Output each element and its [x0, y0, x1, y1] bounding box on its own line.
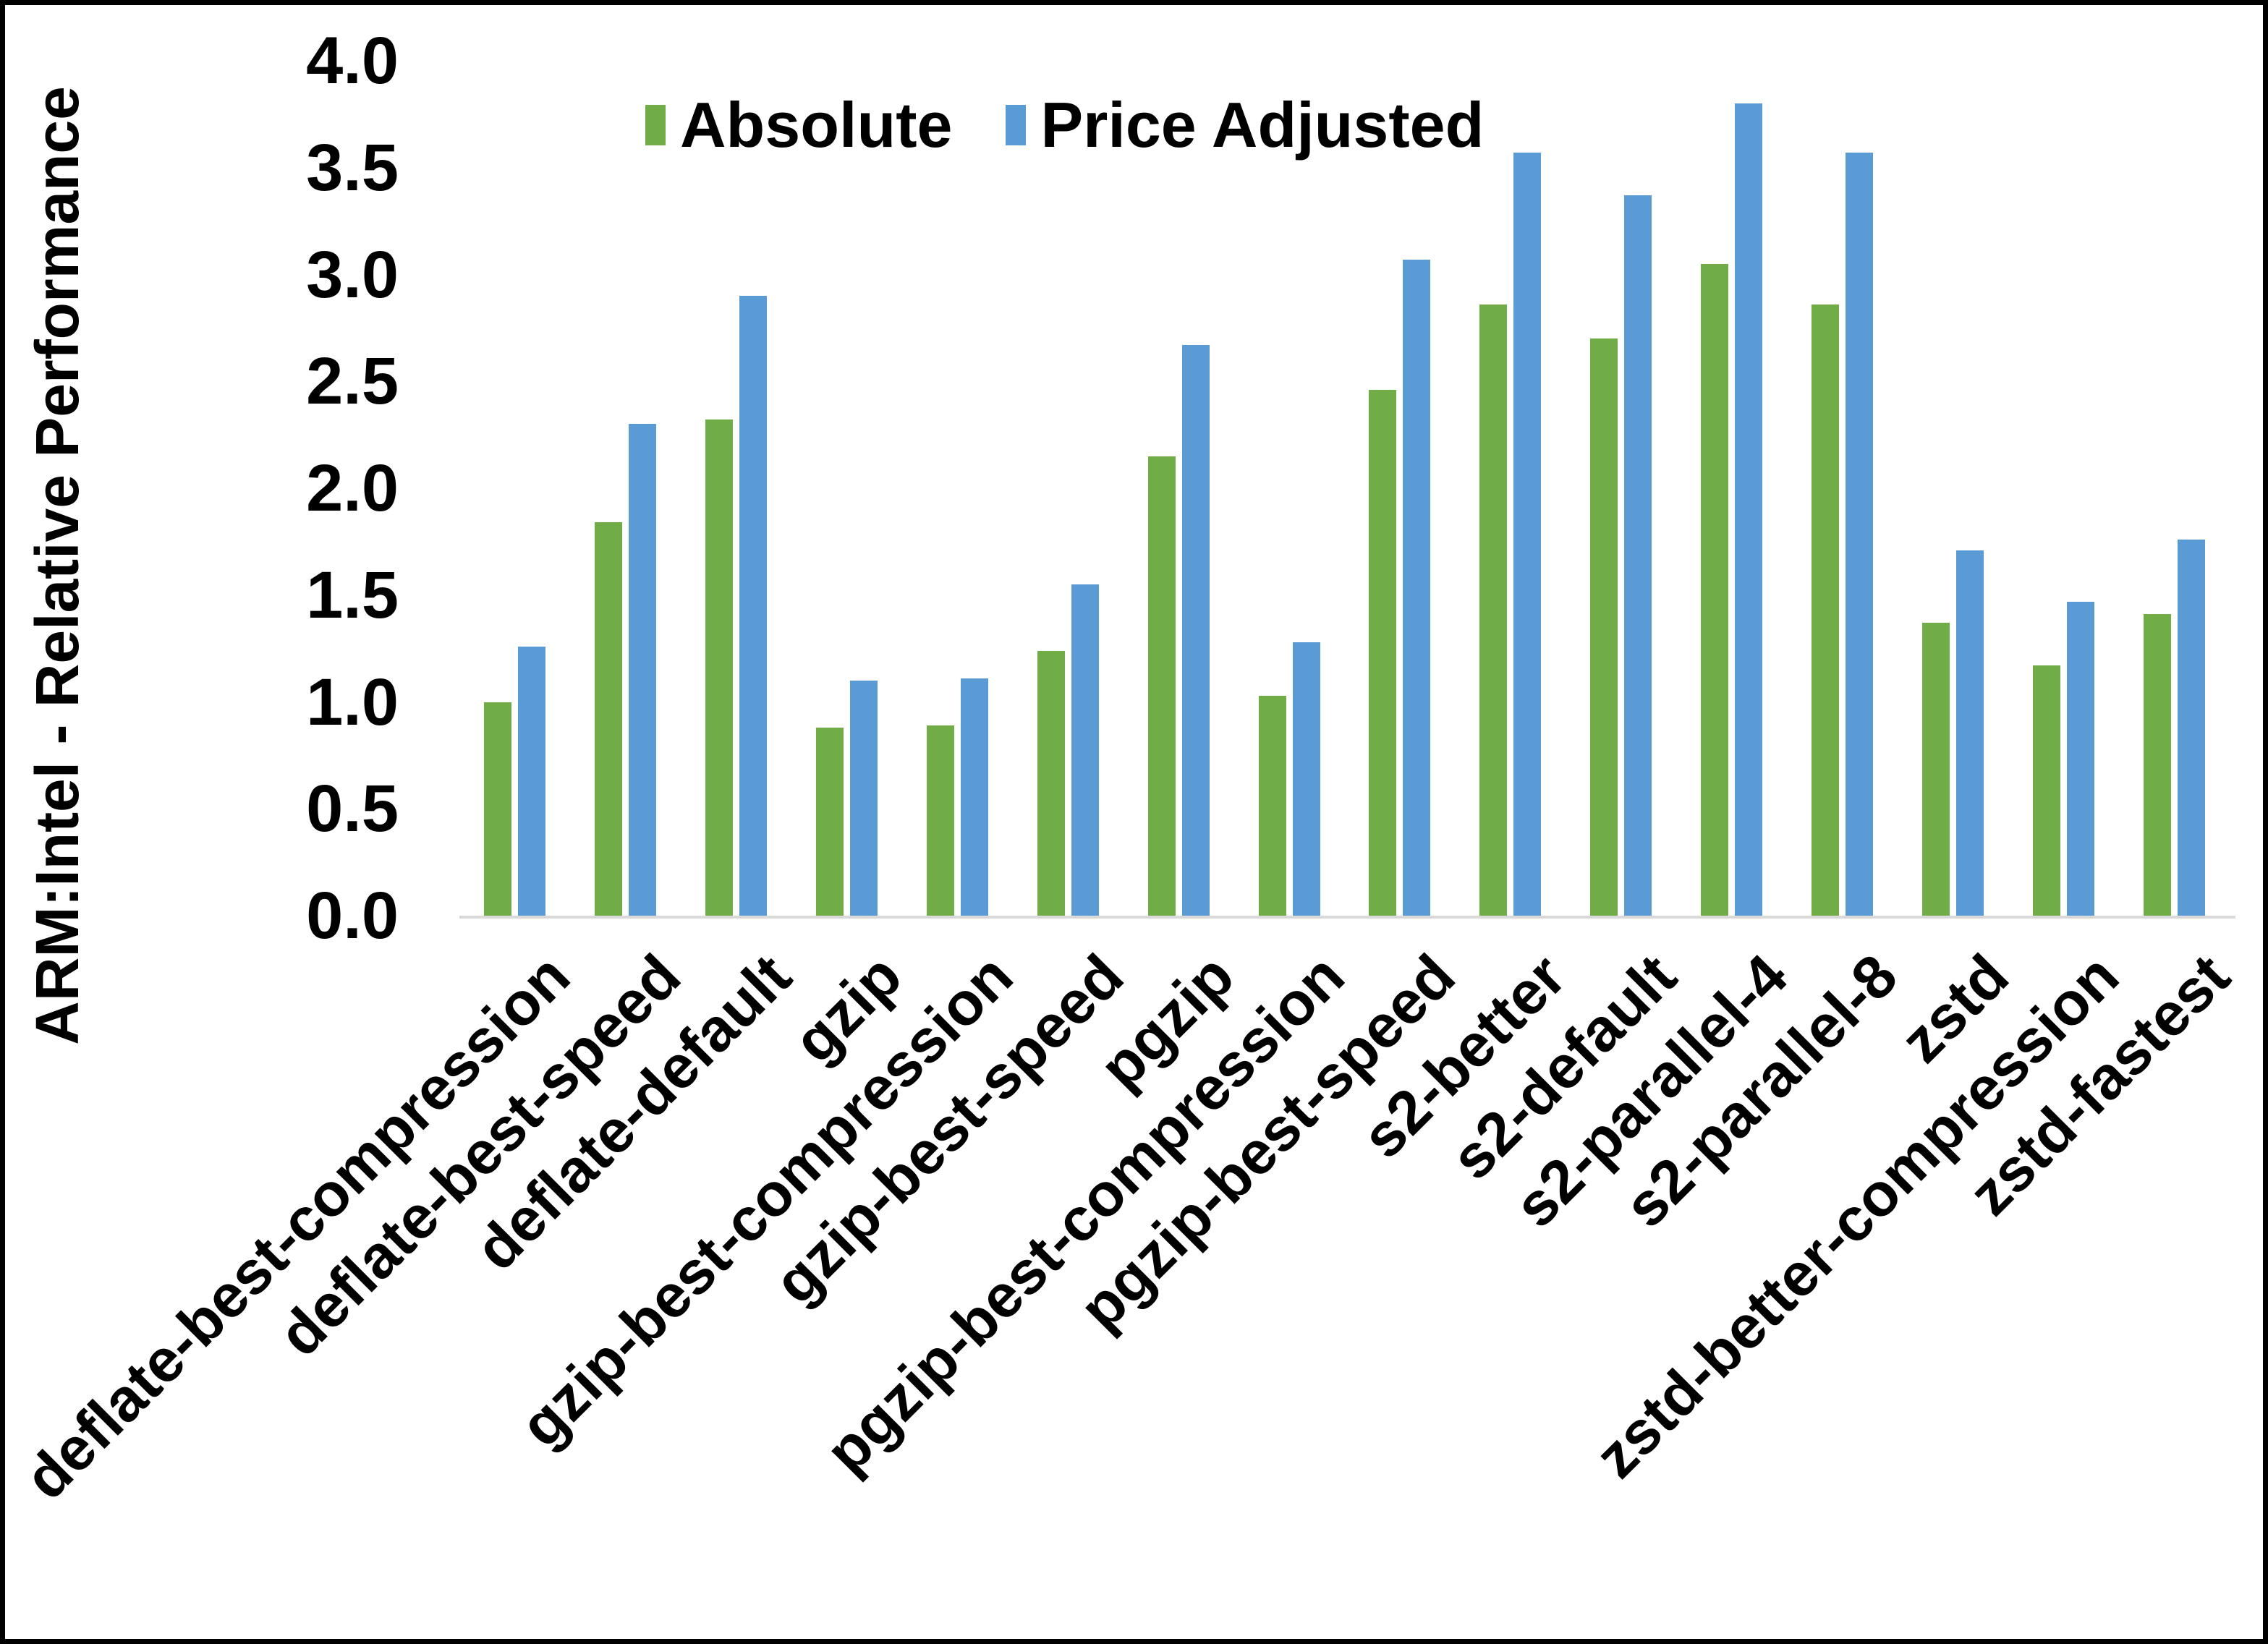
y-tick-label-0.5: 0.5: [306, 772, 399, 846]
legend-item-absolute: Absolute: [645, 93, 952, 157]
bar-group-pgzip-best-compression: [1234, 61, 1345, 916]
bar-group-deflate-best-speed: [570, 61, 681, 916]
bar-group-pgzip-best-speed: [1345, 61, 1456, 916]
x-axis-line: [459, 916, 2235, 919]
legend-label-absolute: Absolute: [680, 89, 953, 161]
y-tick-label-3.0: 3.0: [306, 237, 399, 312]
legend-label-price-adjusted: Price Adjusted: [1040, 89, 1485, 161]
bar-absolute-deflate-best-compression: [483, 702, 511, 916]
bar-absolute-zstd-fastest: [2144, 614, 2172, 916]
bar-absolute-zstd: [1922, 623, 1950, 916]
bar-absolute-gzip-best-speed: [1037, 650, 1065, 916]
y-tick-label-2.5: 2.5: [306, 344, 399, 419]
bar-price-adjusted-gzip-best-speed: [1071, 584, 1099, 916]
bar-price-adjusted-deflate-default: [739, 296, 767, 916]
bar-absolute-pgzip: [1147, 456, 1176, 916]
bar-price-adjusted-s2-parallel-4: [1735, 103, 1763, 916]
legend-swatch-absolute: [645, 105, 666, 145]
bar-absolute-s2-parallel-8: [1812, 304, 1840, 916]
bar-group-gzip-best-compression: [902, 61, 1013, 916]
bar-price-adjusted-deflate-best-compression: [517, 646, 545, 916]
bar-absolute-gzip-best-compression: [926, 725, 954, 916]
y-axis-title: ARM:Intel - Relative Performance: [23, 86, 91, 1045]
bar-group-s2-better: [1455, 61, 1566, 916]
bar-group-deflate-default: [681, 61, 791, 916]
bar-absolute-deflate-best-speed: [594, 522, 622, 916]
bar-price-adjusted-gzip-best-compression: [960, 678, 988, 916]
bar-price-adjusted-pgzip-best-speed: [1403, 259, 1431, 916]
y-tick-label-4.0: 4.0: [306, 24, 399, 98]
bar-absolute-s2-default: [1590, 338, 1618, 916]
bar-group-s2-parallel-4: [1676, 61, 1787, 916]
y-tick-label-1.5: 1.5: [306, 558, 399, 632]
bar-price-adjusted-zstd: [1956, 550, 1984, 916]
bar-group-s2-default: [1566, 61, 1676, 916]
bar-absolute-gzip: [815, 727, 844, 916]
bar-price-adjusted-pgzip: [1181, 345, 1210, 916]
bar-price-adjusted-s2-parallel-8: [1846, 153, 1874, 916]
bar-price-adjusted-gzip: [849, 680, 878, 916]
bar-absolute-pgzip-best-speed: [1369, 390, 1397, 916]
legend-swatch-price-adjusted: [1006, 105, 1027, 145]
plot-area: [459, 61, 2230, 916]
bar-group-s2-parallel-8: [1787, 61, 1898, 916]
bar-absolute-s2-parallel-4: [1701, 263, 1729, 916]
bar-absolute-deflate-default: [705, 419, 733, 916]
bar-group-zstd-better-compression: [2008, 61, 2119, 916]
y-tick-label-3.5: 3.5: [306, 130, 399, 205]
bar-group-gzip-best-speed: [1013, 61, 1124, 916]
y-tick-label-2.0: 2.0: [306, 451, 399, 525]
bar-price-adjusted-deflate-best-speed: [628, 424, 656, 916]
bar-absolute-zstd-better-compression: [2033, 665, 2061, 916]
bar-group-pgzip: [1124, 61, 1234, 916]
bar-group-zstd: [1898, 61, 2008, 916]
bar-absolute-pgzip-best-compression: [1258, 695, 1286, 916]
y-tick-label-0.0: 0.0: [306, 879, 399, 953]
legend-item-price-adjusted: Price Adjusted: [1006, 93, 1484, 157]
bar-group-deflate-best-compression: [459, 61, 570, 916]
legend: Absolute Price Adjusted: [645, 93, 1484, 157]
bar-price-adjusted-s2-better: [1513, 153, 1542, 916]
y-tick-label-1.0: 1.0: [306, 665, 399, 739]
bar-price-adjusted-zstd-fastest: [2178, 539, 2206, 916]
bar-group-zstd-fastest: [2119, 61, 2230, 916]
bar-price-adjusted-zstd-better-compression: [2067, 601, 2095, 916]
bar-price-adjusted-pgzip-best-compression: [1292, 642, 1320, 916]
bar-group-gzip: [791, 61, 902, 916]
bar-absolute-s2-better: [1479, 304, 1508, 916]
bar-price-adjusted-s2-default: [1624, 195, 1652, 916]
